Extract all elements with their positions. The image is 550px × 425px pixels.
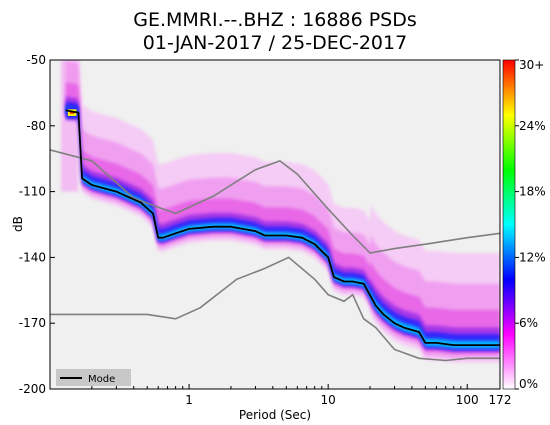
y-tick-label: -200 <box>19 382 46 396</box>
y-tick-label: -80 <box>26 119 46 133</box>
y-tick-label: -50 <box>26 53 46 67</box>
noise-models <box>50 149 500 362</box>
legend-box <box>56 369 131 386</box>
colorbar-tick-label: 30+ <box>519 58 544 72</box>
y-tick-label: -170 <box>19 316 46 330</box>
x-tick-label: 10 <box>321 393 336 407</box>
plot-frame <box>49 59 501 390</box>
colorbar-tick-label: 6% <box>519 316 538 330</box>
x-axis: 1 10 100 172 <box>91 384 512 407</box>
x-tick-label: 100 <box>456 393 479 407</box>
y-tick-label: -140 <box>19 250 46 264</box>
density-band-magenta <box>65 82 500 354</box>
colorbar-tick-label: 12% <box>519 250 546 264</box>
colorbar-tick-label: 0% <box>519 377 538 391</box>
y-axis-label: dB <box>11 216 25 232</box>
legend-mode-label: Mode <box>88 374 115 385</box>
colorbar-tick-label: 24% <box>519 119 546 133</box>
x-tick-label: 1 <box>185 393 193 407</box>
colorbar-ticks: 0% 6% 12% 18% 24% 30+ <box>515 58 546 391</box>
colorbar <box>502 59 516 390</box>
high-noise-model-line <box>50 149 500 254</box>
chart-title: GE.MMRI.--.BHZ : 16886 PSDs <box>133 9 417 31</box>
y-axis: -50 -80 -110 -140 -170 -200 <box>19 53 55 396</box>
psd-density <box>61 60 500 363</box>
y-tick-label: -110 <box>19 185 46 199</box>
low-noise-model-line <box>50 256 500 362</box>
mode-line <box>65 109 500 347</box>
x-tick-label: 172 <box>489 393 512 407</box>
x-axis-label: Period (Sec) <box>239 408 311 422</box>
chart-subtitle: 01-JAN-2017 / 25-DEC-2017 <box>143 32 407 54</box>
legend: Mode <box>56 369 131 386</box>
colorbar-tick-label: 18% <box>519 185 546 199</box>
density-band-violet <box>65 96 500 352</box>
mode-layer <box>65 109 500 347</box>
density-hotspot-peak <box>69 111 75 114</box>
